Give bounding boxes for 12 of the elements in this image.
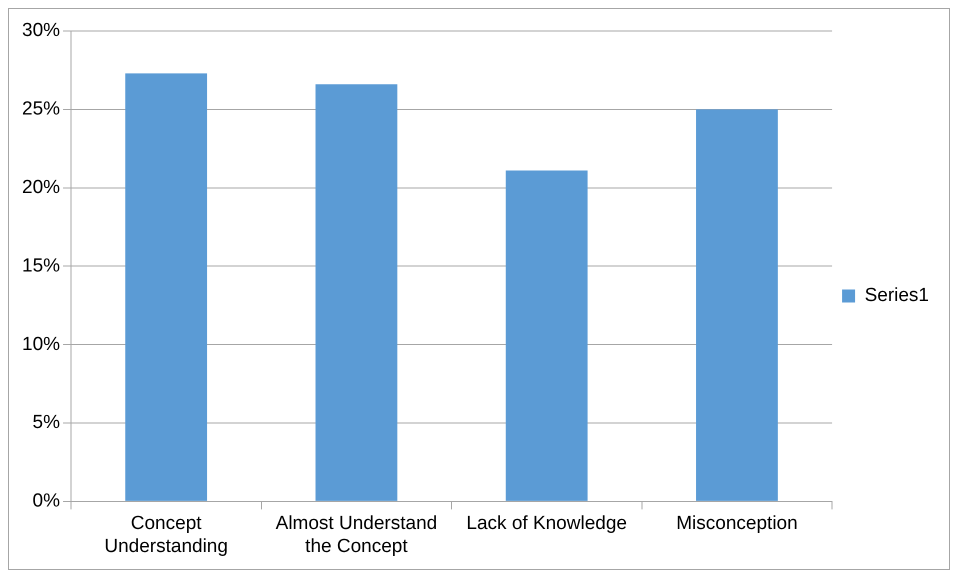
x-tick-label: Lack of Knowledge [466,513,627,534]
y-tick-label: 15% [22,255,60,276]
y-tick-label: 20% [22,177,60,198]
legend-label: Series1 [864,285,929,306]
x-tick-label: Concept Understanding [104,513,228,557]
y-tick-label: 0% [32,490,60,512]
x-tick-label: Misconception [676,513,798,534]
y-tick-label: 30% [22,20,60,42]
y-tick-label: 25% [22,98,60,120]
y-tick-label: 10% [22,334,60,355]
y-tick-label: 5% [32,412,60,434]
x-tick-label: Almost Understand the Concept [276,513,438,557]
